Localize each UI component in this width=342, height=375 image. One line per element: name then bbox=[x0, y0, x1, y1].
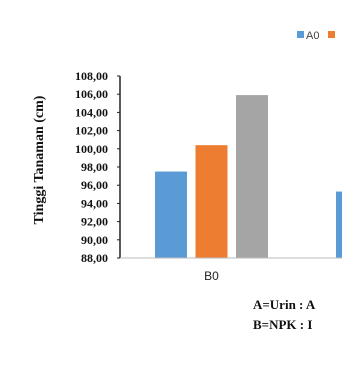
y-tick-label: 96,00 bbox=[81, 178, 108, 192]
y-tick-label: 102,00 bbox=[75, 124, 108, 138]
y-tick-label: 88,00 bbox=[81, 251, 108, 265]
bar bbox=[155, 171, 187, 258]
legend: A0 bbox=[297, 30, 335, 42]
legend-swatch bbox=[297, 31, 304, 38]
x-axis-categories: B0 bbox=[204, 269, 219, 283]
y-tick-label: 100,00 bbox=[75, 142, 108, 156]
category-label: B0 bbox=[204, 269, 219, 283]
bar bbox=[195, 145, 228, 258]
y-tick-label: 108,00 bbox=[75, 69, 108, 83]
y-axis-label: Tinggi Tanaman (cm) bbox=[32, 95, 47, 224]
y-tick-label: 106,00 bbox=[75, 87, 108, 101]
y-tick-label: 90,00 bbox=[81, 233, 108, 247]
y-tick-label: 98,00 bbox=[81, 160, 108, 174]
bar bbox=[336, 191, 342, 258]
y-tick-label: 94,00 bbox=[81, 196, 108, 210]
bars bbox=[155, 95, 342, 258]
bar bbox=[236, 95, 268, 258]
y-axis-ticks: 88,00 90,00 92,00 94,00 96,00 98,00 100,00 102,… bbox=[75, 69, 120, 265]
y-tick-label: 104,00 bbox=[75, 105, 108, 119]
legend-swatch bbox=[328, 31, 335, 38]
legend-label: A0 bbox=[306, 30, 319, 42]
note-line-1: A=Urin : A bbox=[253, 297, 316, 312]
note-line-2: B=NPK : I bbox=[253, 317, 313, 332]
y-tick-label: 92,00 bbox=[81, 215, 108, 229]
